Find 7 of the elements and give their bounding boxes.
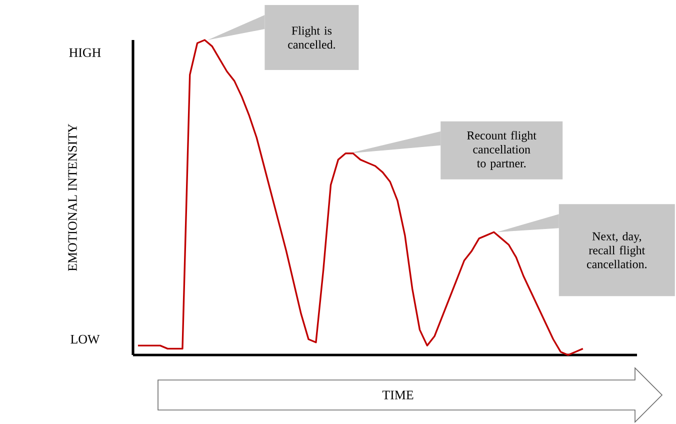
annotation: Flight is cancelled.	[288, 26, 335, 49]
annotation: Recount flight cancellation to partner.	[467, 130, 536, 170]
text: LOW	[70, 334, 100, 344]
text: HIGH	[69, 48, 101, 57]
x-axis-title: TIME	[382, 390, 414, 400]
text: Next, day, recall flight cancellation.	[586, 232, 647, 268]
y-axis-title: EMOTIONAL INTENSITY	[68, 124, 77, 272]
